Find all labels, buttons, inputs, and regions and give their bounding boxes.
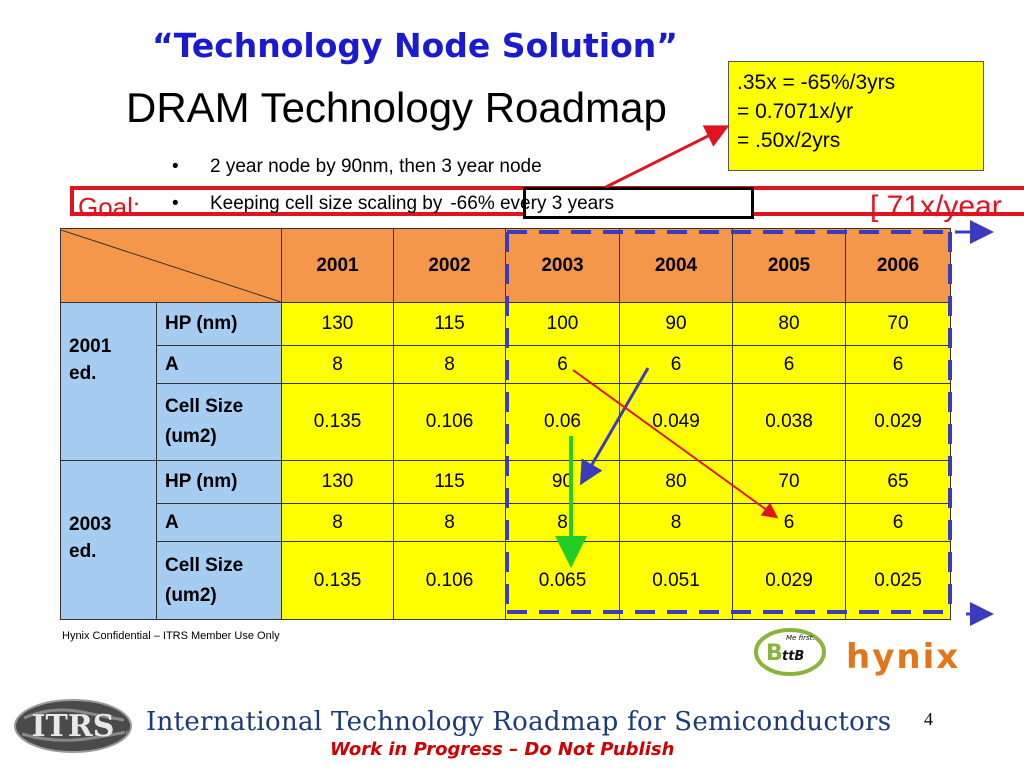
- hynix-logo: B ttB Me first. hynix: [754, 628, 960, 677]
- row-label-line: (um2): [165, 426, 217, 447]
- edition-suffix: ed.: [69, 541, 97, 562]
- bullet-item: • 2 year node by 90nm, then 3 year node: [172, 156, 542, 178]
- dram-roadmap-table: 2001 2002 2003 2004 2005 2006 2001 ed. H…: [60, 228, 951, 620]
- slide-quote-title: “Technology Node Solution”: [152, 26, 678, 65]
- confidential-notice: Hynix Confidential – ITRS Member Use Onl…: [62, 630, 280, 642]
- row-label-hp: HP (nm): [156, 460, 282, 504]
- bullet-dot: •: [172, 156, 179, 177]
- bullet-text: 2 year node by 90nm, then 3 year node: [210, 156, 542, 177]
- work-in-progress-notice: Work in Progress – Do Not Publish: [330, 739, 675, 760]
- bullet-highlight-text: -66% every 3 years: [450, 193, 615, 214]
- table-cell: 80: [732, 302, 846, 346]
- scaling-target-box: [523, 187, 754, 219]
- table-cell: 0.065: [505, 541, 620, 620]
- table-cell: 0.049: [619, 383, 733, 461]
- rate-note-box: .35x = -65%/3yrs = 0.7071x/yr = .50x/2yr…: [728, 61, 984, 171]
- table-cell: 8: [505, 503, 620, 542]
- table-cell: 0.06: [505, 383, 620, 461]
- table-cell: 0.038: [732, 383, 846, 461]
- hynix-badge-letter: B: [766, 641, 783, 666]
- table-cell: 80: [619, 460, 733, 504]
- itrs-logo-text: ITRS: [32, 709, 115, 744]
- hynix-wordmark: hynix: [846, 637, 960, 677]
- table-cell: 8: [281, 503, 394, 542]
- row-label-cell-size: Cell Size (um2): [156, 383, 282, 461]
- table-cell: 90: [505, 460, 620, 504]
- table-cell: 115: [393, 302, 506, 346]
- row-label-cell-size: Cell Size (um2): [156, 541, 282, 620]
- year-header: 2003: [505, 228, 620, 303]
- hynix-badge-sub: ttB: [782, 649, 804, 664]
- bullet-item: • Keeping cell size scaling by -66% every …: [172, 193, 614, 215]
- table-cell: 0.029: [845, 383, 951, 461]
- goal-rate-label: [.71x/year: [870, 190, 1002, 223]
- year-header: 2001: [281, 228, 394, 303]
- table-cell: 0.135: [281, 541, 394, 620]
- table-cell: 115: [393, 460, 506, 504]
- row-label-a: A: [156, 503, 282, 542]
- row-label-a: A: [156, 345, 282, 384]
- table-cell: 0.025: [845, 541, 951, 620]
- itrs-logo: ITRS: [14, 699, 132, 753]
- edition-year: 2003: [69, 514, 112, 535]
- year-header: 2004: [619, 228, 733, 303]
- edition-label-2003: 2003 ed.: [60, 460, 157, 620]
- corner-diagonal: [61, 229, 281, 302]
- table-cell: 8: [281, 345, 394, 384]
- table-cell: 0.106: [393, 541, 506, 620]
- table-cell: 6: [845, 503, 951, 542]
- goal-label: Goal:: [78, 192, 141, 222]
- table-cell: 0.029: [732, 541, 846, 620]
- table-cell: 70: [845, 302, 951, 346]
- note-line: .35x = -65%/3yrs: [737, 71, 896, 94]
- table-cell: 6: [619, 345, 733, 384]
- table-cell: 90: [619, 302, 733, 346]
- year-header: 2002: [393, 228, 506, 303]
- row-label-hp: HP (nm): [156, 302, 282, 346]
- row-label-line: Cell Size: [165, 554, 244, 576]
- table-cell: 130: [281, 460, 394, 504]
- edition-suffix: ed.: [69, 363, 97, 384]
- table-cell: 130: [281, 302, 394, 346]
- table-cell: 6: [505, 345, 620, 384]
- table-corner-cell: [60, 228, 282, 303]
- year-header: 2005: [732, 228, 846, 303]
- table-cell: 8: [393, 503, 506, 542]
- table-cell: 0.106: [393, 383, 506, 461]
- page-number: 4: [924, 709, 933, 729]
- itrs-title: International Technology Roadmap for Sem…: [146, 707, 892, 737]
- table-cell: 8: [619, 503, 733, 542]
- row-label-line: Cell Size: [165, 396, 244, 417]
- hynix-tagline: Me first.: [786, 634, 815, 642]
- table-cell: 6: [845, 345, 951, 384]
- note-line: = .50x/2yrs: [737, 129, 841, 152]
- note-pointer-arrow: [605, 125, 730, 189]
- table-cell: 70: [732, 460, 846, 504]
- table-cell: 6: [732, 503, 846, 542]
- table-cell: 0.135: [281, 383, 394, 461]
- table-cell: 8: [393, 345, 506, 384]
- note-line: = 0.7071x/yr: [737, 100, 854, 123]
- bullet-dot: •: [172, 193, 179, 214]
- table-cell: 6: [732, 345, 846, 384]
- table-cell: 0.051: [619, 541, 733, 620]
- table-cell: 100: [505, 302, 620, 346]
- row-label-line: (um2): [165, 584, 217, 606]
- year-header: 2006: [845, 228, 951, 303]
- bullet-text: Keeping cell size scaling by: [210, 193, 443, 214]
- slide-title: DRAM Technology Roadmap: [126, 84, 667, 131]
- edition-label-2001: 2001 ed.: [60, 302, 157, 461]
- edition-year: 2001: [69, 336, 112, 357]
- table-cell: 65: [845, 460, 951, 504]
